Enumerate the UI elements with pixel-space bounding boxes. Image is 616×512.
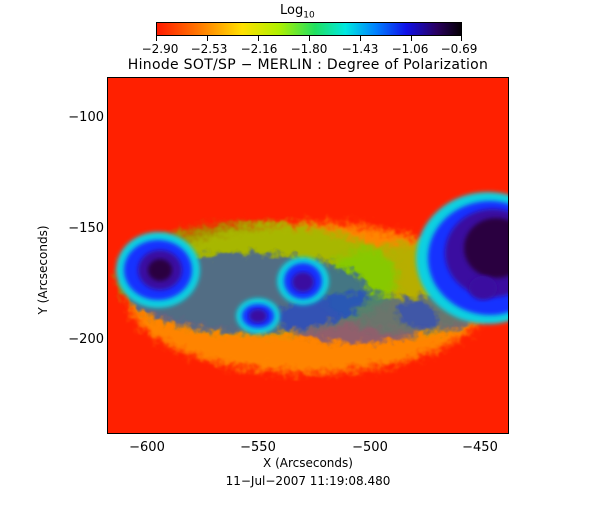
colorbar-tick-label: −2.53 bbox=[190, 42, 228, 56]
x-tick-label: −500 bbox=[352, 440, 388, 455]
y-axis-label: Y (Arcseconds) bbox=[36, 225, 50, 315]
colorbar-tick bbox=[156, 36, 157, 41]
colorbar-tick bbox=[411, 36, 412, 41]
y-tick-label: −150 bbox=[68, 221, 104, 236]
x-tick-label: −450 bbox=[462, 440, 498, 455]
colorbar-tick-label: −1.06 bbox=[391, 42, 429, 56]
x-tick-label: −600 bbox=[129, 440, 165, 455]
sunspot-right bbox=[416, 192, 508, 324]
colorbar-tick-label: −0.69 bbox=[440, 42, 478, 56]
colorbar-title: Log10 bbox=[280, 3, 315, 21]
colorbar-tick bbox=[309, 36, 310, 41]
y-tick-label: −200 bbox=[68, 332, 104, 347]
colorbar-tick-label: −2.16 bbox=[240, 42, 278, 56]
colorbar-tick bbox=[207, 36, 208, 41]
polarization-map bbox=[107, 77, 509, 434]
x-tick-label: −550 bbox=[240, 440, 276, 455]
colorbar-tick bbox=[360, 36, 361, 41]
plot-title: Hinode SOT/SP − MERLIN : Degree of Polar… bbox=[127, 57, 489, 73]
timestamp: 11−Jul−2007 11:19:08.480 bbox=[225, 474, 391, 488]
colorbar-tick-label: −1.80 bbox=[290, 42, 328, 56]
sunspot-center-right bbox=[277, 257, 329, 305]
colorbar-tick-label: −1.43 bbox=[341, 42, 379, 56]
y-tick-label: −100 bbox=[68, 110, 104, 125]
sunspot-left bbox=[116, 232, 200, 308]
colorbar-tick-label: −2.90 bbox=[141, 42, 179, 56]
colorbar bbox=[156, 22, 462, 36]
colorbar-tick bbox=[461, 36, 462, 41]
colorbar-tick bbox=[258, 36, 259, 41]
polarization-map-image bbox=[108, 78, 508, 433]
sunspot-center-left bbox=[236, 298, 280, 334]
x-axis-label: X (Arcseconds) bbox=[263, 456, 353, 470]
